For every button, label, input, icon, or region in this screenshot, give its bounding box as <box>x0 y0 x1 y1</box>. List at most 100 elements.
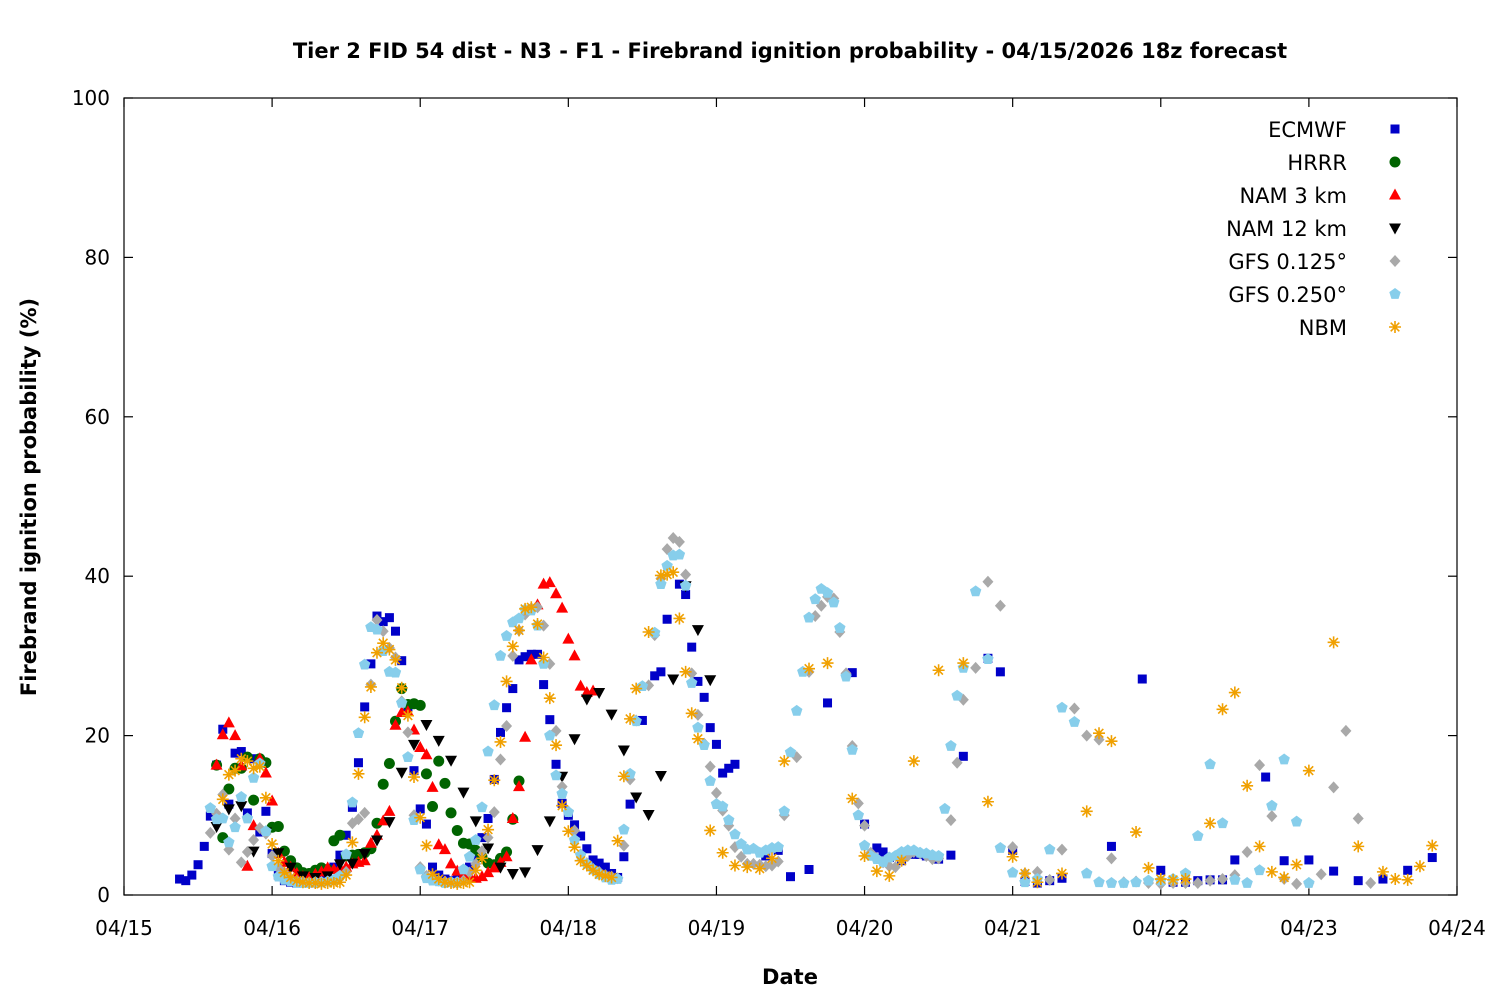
data-point <box>605 871 618 884</box>
data-point <box>594 858 604 868</box>
data-point <box>366 659 376 669</box>
data-point <box>401 709 414 722</box>
legend-item: NAM 12 km <box>1226 217 1401 241</box>
data-point <box>1204 817 1217 830</box>
data-point <box>1179 873 1192 886</box>
legend: ECMWF HRRR NAM 3 km NAM 12 km GFS 0.125° GFS … <box>1226 118 1401 340</box>
data-point <box>506 868 519 880</box>
data-point <box>537 651 550 664</box>
data-point <box>408 739 421 751</box>
data-point <box>1266 810 1278 823</box>
data-point <box>681 590 691 600</box>
data-point <box>181 876 191 886</box>
data-point <box>193 860 203 870</box>
x-axis-label: Date <box>762 965 818 989</box>
data-point <box>728 859 741 872</box>
data-point <box>1156 865 1166 875</box>
data-point <box>803 611 815 623</box>
data-point <box>1389 873 1402 886</box>
series-nbm <box>216 566 1439 890</box>
data-point <box>765 852 778 865</box>
data-point <box>204 802 217 813</box>
plot-frame <box>123 97 1458 896</box>
data-point <box>340 869 353 882</box>
data-point <box>753 862 766 875</box>
data-point <box>957 657 970 670</box>
data-point <box>994 841 1007 853</box>
legend-marker <box>1389 288 1401 299</box>
data-point <box>556 787 568 799</box>
data-point <box>650 671 660 681</box>
data-point <box>1376 865 1389 878</box>
data-point <box>414 811 427 824</box>
data-point <box>642 625 655 638</box>
legend-label: GFS 0.125° <box>1228 250 1347 274</box>
data-point <box>840 670 852 682</box>
data-point <box>421 819 431 829</box>
data-point <box>364 680 377 693</box>
data-point <box>588 855 598 865</box>
data-point <box>495 727 505 737</box>
data-point <box>278 866 291 879</box>
data-point <box>390 626 400 636</box>
data-point <box>428 862 438 872</box>
data-point <box>346 836 359 849</box>
data-point <box>433 755 445 767</box>
data-point <box>223 836 235 848</box>
data-point <box>872 843 882 853</box>
data-point <box>1105 735 1118 748</box>
data-point <box>1068 716 1081 727</box>
data-point <box>858 849 871 862</box>
data-point <box>520 652 530 662</box>
data-point <box>488 699 500 711</box>
x-tick-label: 04/16 <box>243 916 301 940</box>
data-point <box>427 801 439 813</box>
data-point <box>248 834 260 847</box>
data-point <box>778 805 790 817</box>
data-point <box>1018 867 1031 880</box>
data-point <box>568 841 581 854</box>
data-point <box>1105 852 1117 865</box>
data-point <box>346 796 359 808</box>
data-point <box>1229 873 1241 885</box>
data-point <box>784 746 797 758</box>
data-point <box>982 575 994 588</box>
data-point <box>309 877 322 890</box>
data-point <box>691 625 704 637</box>
data-point <box>656 667 666 677</box>
data-point <box>655 578 667 590</box>
legend-label: HRRR <box>1287 151 1347 175</box>
data-point <box>1290 815 1303 827</box>
data-point <box>370 835 383 847</box>
data-point <box>1365 877 1377 890</box>
data-point <box>1093 727 1106 740</box>
data-point <box>852 797 864 810</box>
y-tick-label: 40 <box>85 564 110 588</box>
data-point <box>994 599 1006 612</box>
data-point <box>514 655 524 665</box>
data-point <box>556 601 569 613</box>
data-point <box>970 661 982 674</box>
data-point <box>260 825 272 837</box>
data-point <box>1353 876 1363 886</box>
data-point <box>1328 781 1340 794</box>
data-point <box>1068 702 1080 715</box>
data-point <box>1081 729 1093 742</box>
data-point <box>1304 855 1314 865</box>
data-point <box>932 849 945 861</box>
data-point <box>1043 843 1056 855</box>
data-point <box>235 752 248 765</box>
data-point <box>562 825 575 838</box>
data-point <box>568 834 581 845</box>
data-point <box>605 709 618 721</box>
data-point <box>259 766 272 778</box>
data-point <box>383 804 396 816</box>
data-point <box>662 614 672 624</box>
data-point <box>482 823 495 836</box>
data-point <box>680 568 692 581</box>
data-point <box>550 587 563 599</box>
data-point <box>599 869 612 882</box>
data-point <box>241 755 254 768</box>
data-point <box>1192 877 1204 890</box>
